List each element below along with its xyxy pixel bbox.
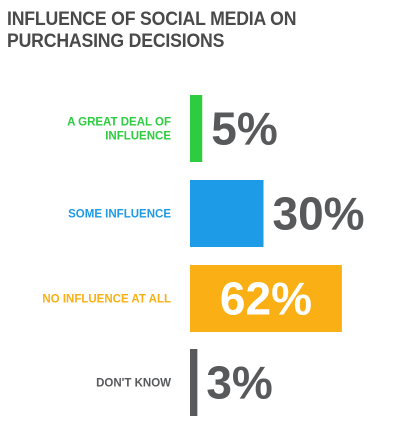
bar-1 — [190, 180, 264, 247]
value-label-1: 30% — [273, 188, 365, 240]
bars-layer — [190, 95, 342, 416]
category-label-2: NO INFLUENCE AT ALL — [42, 294, 171, 306]
category-label-1: SOME INFLUENCE — [68, 209, 171, 221]
category-label-3-line-0: DON'T KNOW — [96, 378, 171, 390]
bar-3 — [190, 349, 198, 416]
chart-title-line-1: INFLUENCE OF SOCIAL MEDIA ON — [7, 9, 297, 30]
chart-title: INFLUENCE OF SOCIAL MEDIA ON PURCHASING … — [7, 9, 360, 53]
chart-title-line-2: PURCHASING DECISIONS — [7, 31, 225, 52]
category-label-2-line-0: NO INFLUENCE AT ALL — [42, 294, 171, 306]
category-label-3: DON'T KNOW — [96, 378, 171, 390]
value-label-0: 5% — [211, 103, 277, 155]
bar-0 — [190, 95, 203, 162]
category-label-0-line-0: A GREAT DEAL OF — [67, 117, 171, 129]
labels-layer: A GREAT DEAL OF INFLUENCE 5% SOME INFLUENCE… — [42, 103, 364, 409]
category-label-0: A GREAT DEAL OF INFLUENCE — [67, 117, 171, 143]
bar-2 — [190, 265, 342, 332]
value-label-2: 62% — [220, 273, 312, 325]
category-label-0-line-1: INFLUENCE — [105, 131, 171, 143]
category-label-1-line-0: SOME INFLUENCE — [68, 209, 171, 221]
value-label-3: 3% — [206, 357, 272, 409]
